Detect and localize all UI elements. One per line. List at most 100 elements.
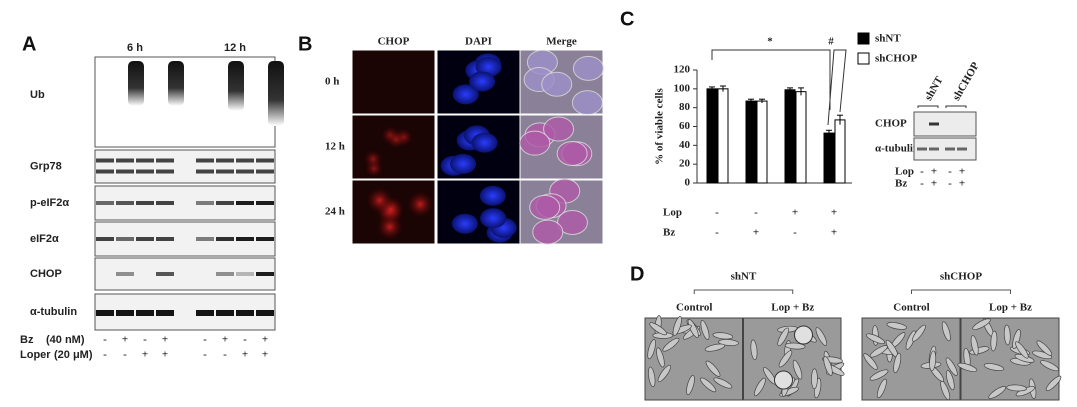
inset-treatment-sign: +	[931, 166, 937, 178]
cell	[811, 368, 818, 390]
treatment-sign: -	[143, 334, 147, 346]
cell	[1012, 329, 1021, 350]
group-name: shNT	[731, 271, 757, 283]
time-header: 12 h	[224, 42, 246, 54]
chop-signal	[363, 149, 384, 170]
nucleus	[480, 208, 507, 229]
blot-band	[216, 272, 234, 276]
cell	[865, 333, 886, 345]
blot-band	[196, 237, 214, 241]
cell	[700, 320, 710, 340]
blot-row-label: α-tubulin	[30, 306, 77, 318]
cell	[672, 316, 682, 336]
micrograph	[351, 49, 436, 115]
nucleus	[469, 71, 496, 92]
cell	[529, 194, 561, 220]
bar	[795, 91, 807, 184]
blot-band	[216, 169, 234, 174]
condition-label: Lop + Bz	[989, 302, 1032, 314]
cell	[656, 347, 665, 368]
treatment-sign: -	[103, 349, 107, 361]
panel-label: D	[630, 263, 644, 285]
blot-band	[116, 201, 134, 205]
cell	[519, 130, 551, 156]
blot-band	[156, 310, 174, 316]
significance-bracket	[711, 49, 831, 110]
treatment-sign: +	[242, 349, 248, 361]
nucleus	[479, 185, 506, 206]
blot-band	[116, 158, 134, 163]
blot-band	[256, 169, 274, 174]
cell	[1045, 375, 1062, 392]
legend-swatch	[857, 52, 870, 65]
treatment-name: Loper	[20, 349, 51, 361]
cell	[945, 370, 955, 391]
legend-label: shCHOP	[875, 53, 917, 65]
blot-band	[256, 237, 274, 241]
blot-band	[236, 201, 254, 205]
cell	[705, 360, 721, 377]
blot-band	[156, 272, 174, 276]
y-tick-label: 40	[679, 139, 691, 151]
cell	[647, 339, 656, 360]
cell	[1036, 340, 1053, 356]
treatment-sign: -	[203, 334, 207, 346]
cell	[687, 319, 699, 338]
cell	[893, 352, 902, 374]
nucleus	[450, 153, 477, 174]
treatment-name: Bz	[663, 227, 675, 239]
cell	[649, 322, 668, 336]
inset-treatment-sign: -	[920, 178, 924, 190]
inset-treatment-name: Lop	[895, 166, 914, 178]
row-label: 12 h	[325, 141, 345, 153]
apoptotic-cluster	[794, 325, 813, 345]
blot-band	[116, 237, 134, 241]
treatment-sign: -	[715, 227, 719, 239]
blot-band	[196, 169, 214, 174]
cell	[957, 362, 978, 372]
cell	[713, 377, 733, 389]
inset-row-label: α-tubulin	[875, 143, 919, 155]
cell	[1006, 384, 1027, 392]
blot-band	[136, 237, 154, 241]
treatment-sign: +	[753, 227, 759, 239]
cell	[972, 318, 991, 331]
blot-band	[196, 201, 214, 205]
treatment-sign: +	[122, 334, 128, 346]
cell	[532, 219, 564, 245]
ub-smear	[228, 61, 244, 111]
inset-blot	[913, 111, 977, 137]
treatment-sign: +	[792, 207, 798, 219]
blot-band	[96, 310, 114, 316]
cell	[823, 356, 833, 376]
treatment-unit: (20 μM)	[54, 349, 93, 361]
row-label: 0 h	[325, 76, 339, 88]
treatment-sign: +	[262, 349, 268, 361]
blot-band	[196, 310, 214, 316]
annotation: *	[767, 36, 773, 48]
y-axis-label: % of viable cells	[654, 87, 666, 164]
cell	[876, 378, 887, 399]
cell	[657, 364, 672, 383]
blot-band	[96, 169, 114, 174]
treatment-sign: -	[243, 334, 247, 346]
treatment-sign: +	[222, 334, 228, 346]
blot-band	[116, 169, 134, 174]
blot-band	[96, 237, 114, 241]
cell	[704, 343, 726, 352]
inset-bracket	[917, 105, 939, 108]
blot-band	[236, 169, 254, 174]
bar	[823, 132, 835, 184]
treatment-sign: -	[123, 349, 127, 361]
y-tick-label: 80	[679, 101, 691, 113]
group-name: shCHOP	[940, 271, 982, 283]
inset-treatment-sign: +	[959, 178, 965, 190]
treatment-unit: (40 nM)	[46, 334, 85, 346]
inset-treatment-sign: -	[948, 178, 952, 190]
cell	[863, 353, 878, 370]
blot-band	[136, 158, 154, 163]
group-bracket	[911, 289, 1011, 294]
cell	[815, 327, 828, 346]
treatment-sign: -	[754, 207, 758, 219]
blot-band	[957, 147, 967, 151]
